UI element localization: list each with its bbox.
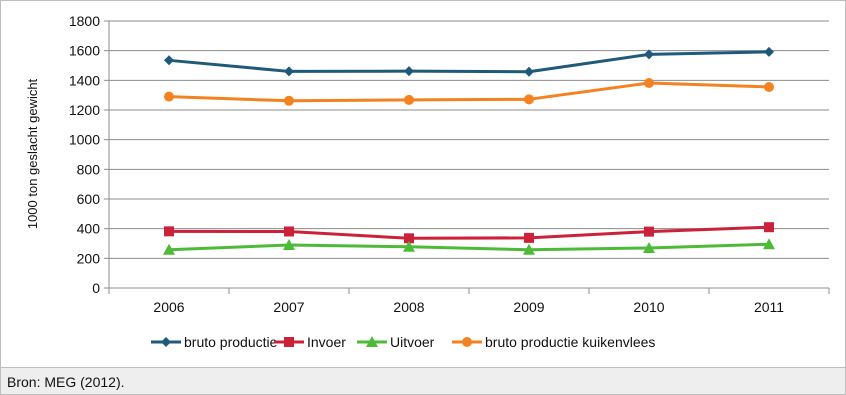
line-chart: 0 200 400 600 800 1000 1200 1400 1600 1800 2006 200…	[25, 13, 830, 350]
data-point	[284, 226, 294, 237]
y-tick-label: 600	[77, 191, 101, 207]
data-point	[524, 94, 534, 105]
x-tick-label: 2006	[153, 299, 184, 315]
data-point	[404, 233, 414, 244]
legend-label: bruto productie kuikenvlees	[485, 334, 655, 350]
caption-bar: Bron: MEG (2012).	[0, 368, 846, 395]
chart-panel: 0 200 400 600 800 1000 1200 1400 1600 1800 2006 200…	[0, 0, 846, 368]
data-point	[764, 82, 774, 93]
y-tick-label: 200	[77, 250, 101, 266]
y-tick-label: 1600	[69, 43, 100, 59]
data-point	[284, 66, 294, 77]
x-tick-label: 2007	[273, 299, 304, 315]
series-0	[164, 46, 774, 77]
legend-label: Uitvoer	[390, 334, 435, 350]
data-point	[283, 238, 295, 250]
source-note: Bron: MEG (2012).	[7, 374, 125, 390]
series-line	[168, 225, 770, 240]
gridlines	[109, 20, 829, 259]
data-point	[524, 66, 534, 77]
data-point	[764, 46, 774, 57]
x-tick-label: 2008	[393, 299, 424, 315]
y-tick-label: 1200	[69, 102, 100, 118]
legend-label: bruto productie	[184, 334, 278, 350]
legend-marker	[462, 337, 472, 347]
data-point	[644, 78, 654, 89]
legend-label: Invoer	[307, 334, 346, 350]
data-point	[644, 49, 654, 60]
y-tick-label: 1400	[69, 72, 100, 88]
data-point	[763, 238, 775, 250]
data-point	[404, 94, 414, 105]
data-point	[284, 95, 294, 106]
series-1	[164, 222, 774, 244]
series-2	[163, 238, 775, 255]
series-3	[164, 78, 774, 106]
series-line	[168, 81, 770, 103]
data-point	[163, 243, 175, 255]
data-point	[164, 226, 174, 237]
legend-item: bruto productie	[151, 334, 278, 350]
data-point	[403, 240, 415, 252]
y-axis-label: 1000 ton geslacht gewicht	[25, 78, 40, 229]
data-point	[643, 241, 655, 253]
legend-marker	[284, 337, 294, 347]
data-point	[644, 226, 654, 237]
series-line	[168, 242, 770, 252]
data-point	[524, 232, 534, 243]
y-tick-label: 0	[92, 280, 100, 296]
x-tick-label: 2009	[513, 299, 544, 315]
legend-marker	[366, 336, 378, 347]
data-point	[164, 91, 174, 102]
data-point	[523, 243, 535, 255]
y-tick-label: 1000	[69, 132, 100, 148]
series-line	[168, 50, 770, 74]
data-point	[764, 222, 774, 233]
legend-item: bruto productie kuikenvlees	[452, 334, 655, 350]
legend-marker	[161, 337, 171, 347]
x-tick-label: 2010	[633, 299, 664, 315]
y-tick-label: 400	[77, 221, 101, 237]
legend-item: Invoer	[274, 334, 346, 350]
legend-item: Uitvoer	[357, 334, 435, 350]
legend: bruto productie Invoer Uitvoer bruto produc…	[151, 334, 655, 350]
series-lines	[163, 46, 775, 255]
x-tick-label: 2011	[754, 299, 784, 315]
y-tick-label: 800	[77, 161, 101, 177]
y-tick-label: 1800	[69, 13, 100, 29]
data-point	[164, 55, 174, 66]
axes: 0 200 400 600 800 1000 1200 1400 1600 1800 2006 200…	[69, 13, 830, 315]
data-point	[404, 66, 414, 77]
